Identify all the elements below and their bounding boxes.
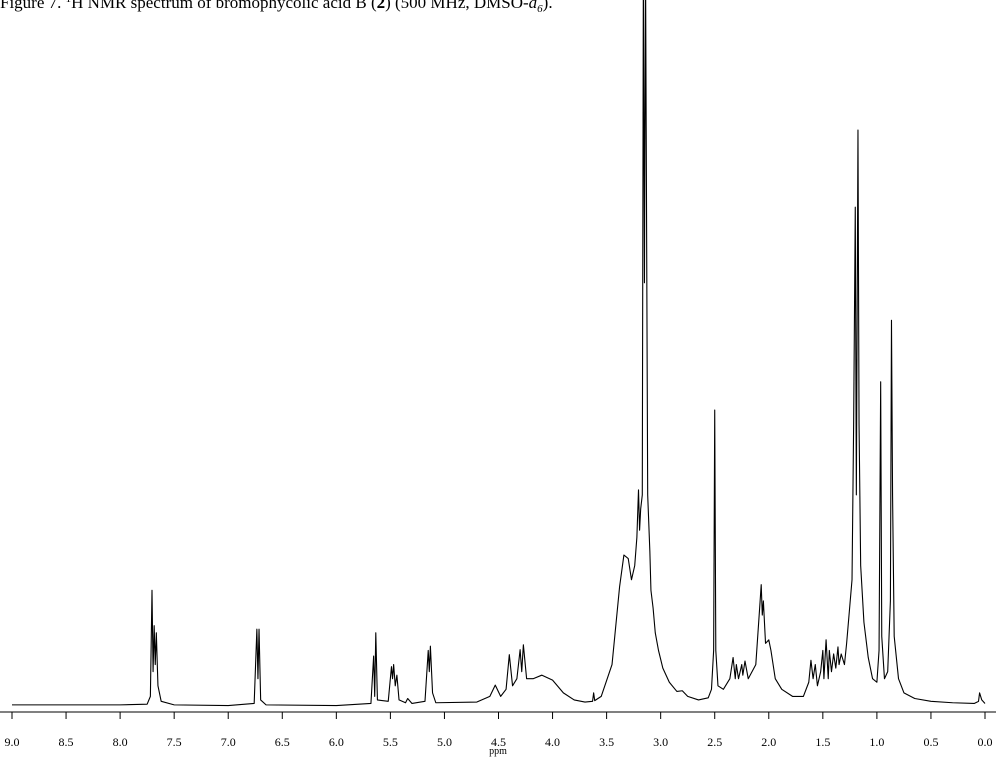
x-tick-label: 9.0 [5,735,20,749]
x-tick-label: 2.5 [707,735,722,749]
chart-title: Figure 7. 1H NMR spectrum of bromophycol… [0,0,553,15]
x-tick-label: 4.0 [545,735,560,749]
x-tick-label: 6.5 [275,735,290,749]
x-tick-label: 1.0 [869,735,884,749]
x-tick-label: 7.0 [221,735,236,749]
x-tick-label: 1.5 [815,735,830,749]
spectrum-line [12,0,986,707]
title-part: Figure 7. [0,0,66,12]
x-tick-label: 6.0 [329,735,344,749]
title-part: ) (500 MHz, DMSO- [385,0,529,12]
x-tick-label: 5.0 [437,735,452,749]
x-tick-label: 5.5 [383,735,398,749]
title-part: 1 [66,0,72,5]
x-tick-label: 8.5 [59,735,74,749]
x-tick-label: 7.5 [167,735,182,749]
x-tick-label: 8.0 [113,735,128,749]
x-tick-label: 3.5 [599,735,614,749]
x-tick-label: 0.0 [978,735,993,749]
title-part: 2 [377,0,386,12]
x-tick-label: 2.0 [761,735,776,749]
x-axis-label: ppm [489,746,507,757]
title-part: d [529,0,538,12]
x-tick-label: 3.0 [653,735,668,749]
x-tick-label: 0.5 [923,735,938,749]
title-part: H NMR spectrum of bromophycolic acid B ( [71,0,377,12]
title-part: 6 [537,3,543,15]
x-tick-label: 4.5 [491,735,506,749]
plot-area [12,0,986,707]
title-part: ). [543,0,553,12]
